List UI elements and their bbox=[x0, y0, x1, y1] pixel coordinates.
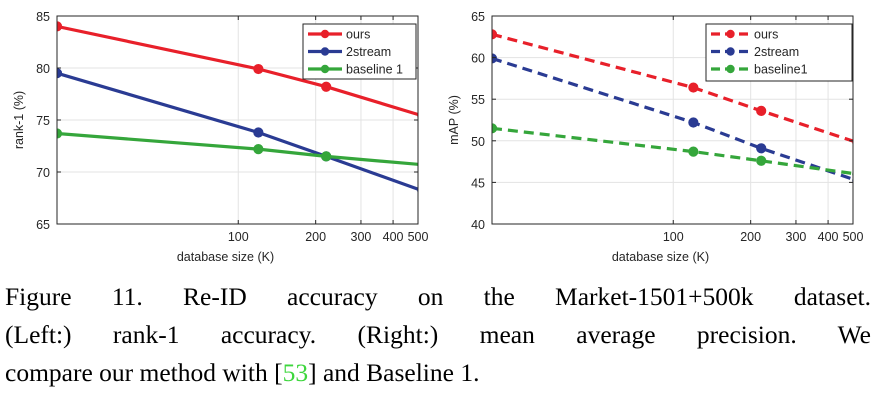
y-axis-label: rank-1 (%) bbox=[12, 91, 26, 149]
x-tick-label: 500 bbox=[408, 230, 429, 244]
data-point bbox=[417, 188, 418, 194]
series-line bbox=[57, 24, 418, 117]
data-point bbox=[688, 117, 699, 128]
y-tick-label: 70 bbox=[36, 166, 50, 180]
data-point bbox=[321, 151, 332, 162]
y-tick-label: 85 bbox=[36, 10, 50, 24]
caption-line-1: Figure 11. Re-ID accuracy on the Market-… bbox=[5, 282, 871, 311]
caption-line-3: compare our method with [53] and Baselin… bbox=[5, 354, 871, 392]
legend-label: 2stream bbox=[346, 45, 391, 59]
legend-swatch-marker bbox=[726, 29, 735, 39]
data-point bbox=[492, 123, 498, 134]
legend-swatch-marker bbox=[726, 64, 735, 74]
x-axis-label: database size (K) bbox=[612, 250, 709, 264]
y-tick-label: 45 bbox=[471, 176, 485, 190]
y-tick-label: 80 bbox=[36, 62, 50, 76]
data-point bbox=[688, 82, 699, 93]
y-tick-label: 55 bbox=[471, 93, 485, 107]
caption-line-3-end: ] and Baseline 1. bbox=[308, 358, 480, 387]
legend-label: ours bbox=[346, 28, 370, 42]
x-tick-label: 400 bbox=[818, 230, 839, 244]
series-line bbox=[492, 126, 853, 176]
y-tick-label: 65 bbox=[471, 10, 485, 24]
legend-label: baseline 1 bbox=[346, 63, 403, 77]
legend: ours 2stream baseline1 bbox=[705, 23, 853, 82]
figure-caption: Figure 11. Re-ID accuracy on the Market-… bbox=[5, 278, 871, 392]
data-point bbox=[852, 171, 853, 177]
data-point bbox=[492, 29, 498, 40]
legend-swatch-marker bbox=[320, 29, 330, 39]
data-point bbox=[756, 143, 767, 154]
data-point bbox=[253, 144, 264, 155]
legend-label: baseline1 bbox=[754, 63, 808, 77]
legend: ours 2stream baseline 1 bbox=[302, 23, 417, 80]
x-tick-label: 500 bbox=[843, 230, 864, 244]
data-point bbox=[253, 127, 264, 138]
data-point bbox=[253, 63, 264, 75]
citation-link[interactable]: 53 bbox=[282, 358, 309, 387]
x-tick-label: 200 bbox=[740, 230, 761, 244]
series-2stream bbox=[492, 53, 853, 184]
data-point bbox=[321, 81, 332, 92]
data-point bbox=[417, 162, 418, 168]
y-tick-label: 40 bbox=[471, 218, 485, 232]
data-point bbox=[417, 113, 418, 119]
series-ours bbox=[492, 29, 853, 146]
legend-label: ours bbox=[754, 28, 778, 42]
series-line bbox=[57, 131, 418, 166]
x-tick-label: 400 bbox=[383, 230, 404, 244]
data-point bbox=[688, 146, 699, 157]
series-baseline-1 bbox=[57, 128, 418, 168]
legend-swatch-marker bbox=[320, 64, 330, 74]
y-tick-label: 75 bbox=[36, 114, 50, 128]
axes-frame bbox=[491, 15, 854, 225]
series-line bbox=[492, 32, 853, 143]
x-tick-label: 200 bbox=[305, 230, 326, 244]
x-tick-label: 300 bbox=[786, 230, 807, 244]
legend-swatch-marker bbox=[726, 47, 735, 56]
chart-left: 100 200 300 400 500 65 70 75 80 85 database size (… bbox=[12, 10, 428, 264]
data-point bbox=[852, 139, 853, 146]
caption-line-3-start: compare our method with [ bbox=[5, 358, 283, 387]
caption-line-2: (Left:) rank-1 accuracy. (Right:) mean a… bbox=[5, 320, 871, 349]
figure-charts: 100 200 300 400 500 65 70 75 80 85 database size (… bbox=[12, 10, 863, 264]
data-point bbox=[492, 53, 498, 64]
data-point bbox=[756, 155, 767, 166]
x-tick-label: 100 bbox=[663, 230, 684, 244]
data-point bbox=[852, 178, 853, 184]
y-tick-label: 60 bbox=[471, 52, 485, 66]
y-tick-label: 50 bbox=[471, 135, 485, 149]
legend-label: 2stream bbox=[754, 45, 799, 59]
series-baseline1 bbox=[492, 123, 853, 177]
data-point bbox=[756, 105, 767, 116]
x-tick-label: 100 bbox=[228, 230, 249, 244]
y-tick-label: 65 bbox=[36, 218, 50, 232]
chart-right: 100 200 300 400 500 40 45 50 55 60 65 database size… bbox=[447, 10, 863, 264]
legend-swatch-marker bbox=[320, 47, 330, 56]
x-tick-label: 300 bbox=[351, 230, 372, 244]
x-axis-label: database size (K) bbox=[177, 250, 274, 264]
y-axis-label: mAP (%) bbox=[447, 95, 461, 145]
series-line bbox=[57, 71, 418, 191]
series-line bbox=[492, 56, 853, 181]
